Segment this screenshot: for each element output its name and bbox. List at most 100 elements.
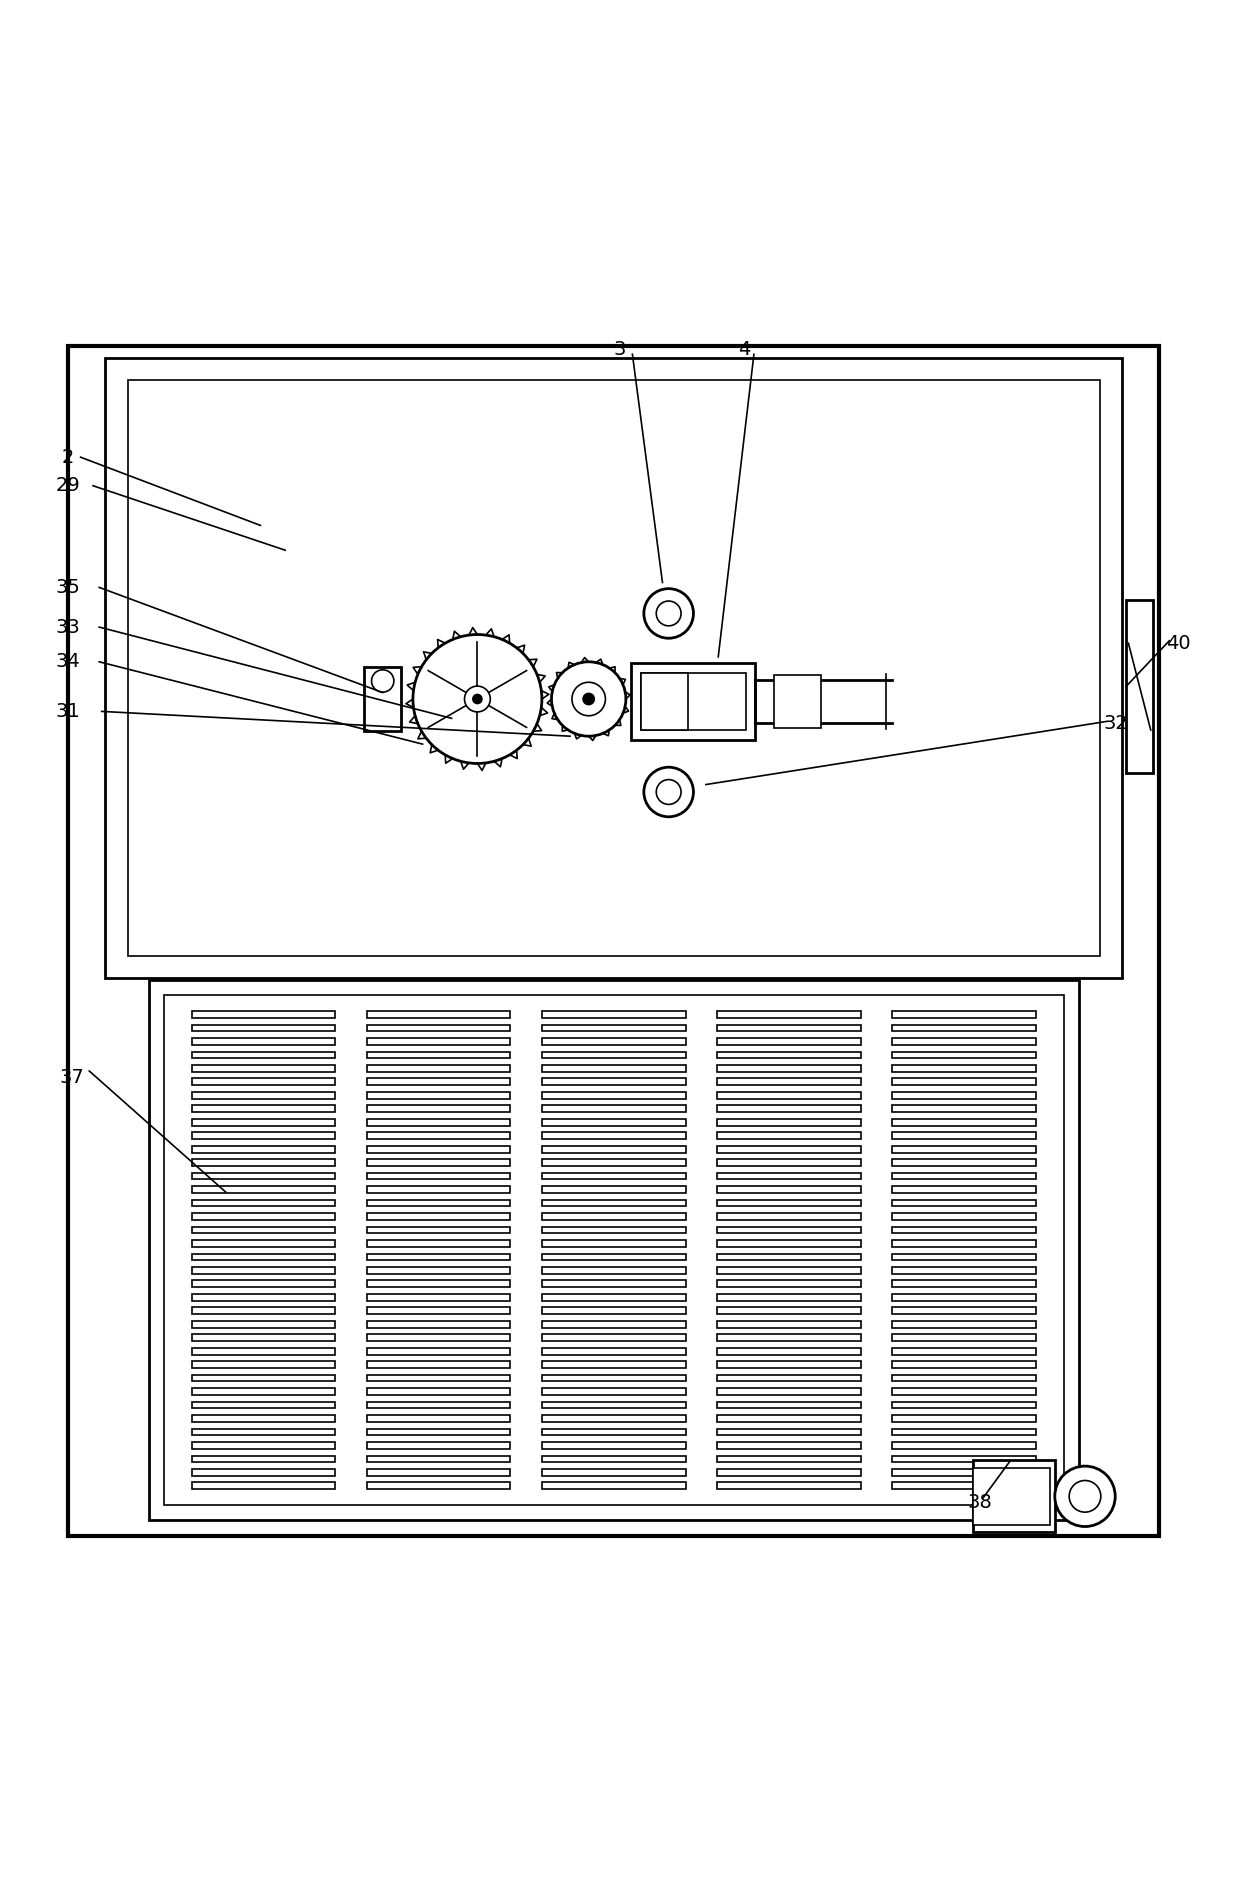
Bar [192, 1241, 335, 1246]
Bar [367, 1375, 511, 1381]
Bar [717, 1051, 861, 1059]
Bar [717, 1362, 861, 1367]
Bar [367, 1051, 511, 1059]
Bar [367, 1388, 511, 1396]
Bar [893, 1146, 1035, 1153]
Bar [893, 1267, 1035, 1275]
Bar [893, 1362, 1035, 1367]
Bar [717, 1159, 861, 1167]
Bar [717, 1335, 861, 1341]
Bar [893, 1093, 1035, 1099]
Bar [367, 1280, 511, 1288]
Text: 3: 3 [614, 339, 626, 358]
Bar [717, 1307, 861, 1314]
Bar [192, 1011, 335, 1017]
Bar [192, 1119, 335, 1125]
Bar [542, 1093, 686, 1099]
Bar [717, 1172, 861, 1180]
Bar [893, 1335, 1035, 1341]
Bar [717, 1025, 861, 1032]
Bar [893, 1064, 1035, 1072]
Bar [542, 1335, 686, 1341]
Circle shape [413, 634, 542, 763]
Bar [128, 381, 1100, 956]
Bar [774, 676, 821, 727]
Bar [893, 1199, 1035, 1206]
Bar [893, 1388, 1035, 1396]
Bar [893, 1159, 1035, 1167]
Bar [717, 1483, 861, 1489]
Bar [893, 1106, 1035, 1112]
Bar [717, 1227, 861, 1233]
Bar [367, 1402, 511, 1409]
Bar [717, 1294, 861, 1301]
Bar [542, 1106, 686, 1112]
Bar [367, 1199, 511, 1206]
Bar [365, 667, 402, 731]
Bar [893, 1320, 1035, 1328]
Bar [542, 1402, 686, 1409]
Bar [367, 1064, 511, 1072]
Bar [717, 1320, 861, 1328]
Bar [893, 1307, 1035, 1314]
Bar [717, 1267, 861, 1275]
Bar [192, 1362, 335, 1367]
Bar [717, 1078, 861, 1085]
Bar [192, 1335, 335, 1341]
Bar [717, 1106, 861, 1112]
Bar [893, 1441, 1035, 1449]
Text: 38: 38 [967, 1492, 992, 1511]
Bar [192, 1064, 335, 1072]
Bar [367, 1267, 511, 1275]
Text: 29: 29 [56, 475, 81, 494]
Circle shape [644, 767, 693, 816]
Bar [192, 1470, 335, 1475]
Circle shape [1055, 1466, 1115, 1527]
Bar [367, 1456, 511, 1462]
Bar [717, 1119, 861, 1125]
Bar [192, 1106, 335, 1112]
Bar [367, 1146, 511, 1153]
Bar [717, 1064, 861, 1072]
Bar [192, 1227, 335, 1233]
Bar [192, 1294, 335, 1301]
Text: 40: 40 [1166, 634, 1190, 653]
Text: 35: 35 [56, 578, 81, 597]
Bar [717, 1375, 861, 1381]
Text: 4: 4 [738, 339, 750, 358]
Bar [367, 1186, 511, 1193]
Bar [192, 1280, 335, 1288]
Text: 37: 37 [60, 1068, 84, 1087]
Bar [973, 1460, 1055, 1532]
Bar [542, 1441, 686, 1449]
Bar [717, 1415, 861, 1422]
Bar [542, 1051, 686, 1059]
Bar [542, 1349, 686, 1354]
Bar [367, 1415, 511, 1422]
Bar [542, 1199, 686, 1206]
Bar [192, 1159, 335, 1167]
Bar [192, 1133, 335, 1138]
Bar [973, 1468, 1050, 1525]
Bar [717, 1280, 861, 1288]
Bar [893, 1402, 1035, 1409]
Bar [893, 1011, 1035, 1017]
Bar [367, 1093, 511, 1099]
Bar [192, 1078, 335, 1085]
Bar [717, 1214, 861, 1220]
Bar [542, 1078, 686, 1085]
Circle shape [472, 695, 482, 703]
Bar [893, 1470, 1035, 1475]
Bar [717, 1241, 861, 1246]
Bar [893, 1428, 1035, 1436]
Bar [192, 1415, 335, 1422]
Bar [542, 1214, 686, 1220]
Bar [893, 1172, 1035, 1180]
Bar [192, 1025, 335, 1032]
Bar [717, 1093, 861, 1099]
Bar [192, 1186, 335, 1193]
Bar [893, 1186, 1035, 1193]
Bar [1126, 600, 1153, 773]
Bar [542, 1227, 686, 1233]
Bar [192, 1038, 335, 1045]
